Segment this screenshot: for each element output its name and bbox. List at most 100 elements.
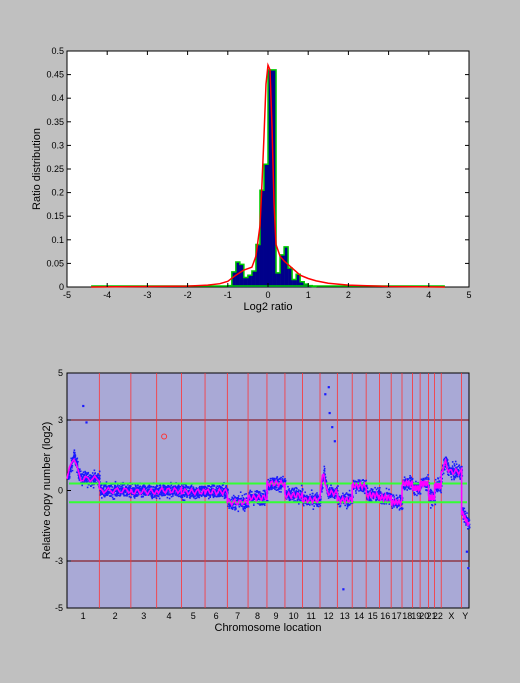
data-point (434, 478, 437, 481)
data-point (298, 503, 300, 505)
y-tick-label: 0.1 (51, 235, 64, 245)
data-point (119, 493, 122, 496)
data-point (176, 487, 178, 490)
chromosome-label: 2 (113, 611, 118, 621)
data-point (74, 452, 76, 454)
data-point (135, 485, 137, 488)
chromosome-label: 22 (433, 611, 443, 621)
data-point (341, 495, 343, 497)
smoothed-line (66, 457, 470, 527)
data-point (88, 481, 91, 483)
data-point (195, 497, 198, 499)
data-point (430, 490, 433, 492)
data-point (379, 492, 382, 494)
data-point (137, 484, 139, 486)
data-point (137, 487, 139, 490)
data-point (230, 498, 233, 501)
outlier-point (467, 567, 470, 570)
data-point (97, 483, 99, 486)
data-point (98, 476, 101, 479)
data-point (231, 504, 234, 507)
data-point (119, 494, 122, 497)
data-point (203, 487, 205, 489)
data-point (100, 487, 102, 489)
data-point (94, 472, 96, 474)
data-point (91, 476, 93, 479)
data-point (179, 495, 182, 498)
data-point (456, 473, 459, 476)
data-point (188, 487, 191, 490)
data-point (177, 489, 179, 491)
data-point (466, 512, 468, 514)
data-point (76, 463, 79, 465)
data-point (250, 494, 252, 496)
data-point (406, 478, 409, 481)
data-point (79, 470, 82, 472)
data-point (99, 474, 101, 477)
data-point (227, 489, 229, 491)
data-point (156, 485, 159, 487)
data-point (159, 493, 162, 496)
data-point (302, 503, 305, 505)
data-point (272, 478, 274, 480)
data-point (454, 468, 456, 470)
data-point (291, 498, 293, 501)
data-point (281, 478, 284, 480)
data-point (88, 483, 90, 486)
data-point (459, 467, 461, 469)
data-point (130, 485, 132, 487)
data-point (325, 479, 327, 482)
data-point (207, 485, 209, 487)
data-point (84, 480, 86, 483)
data-point (198, 495, 200, 497)
data-point (349, 504, 351, 506)
data-point (214, 495, 216, 497)
y-tick-label: 0.35 (46, 117, 64, 127)
x-tick-label: 2 (346, 290, 351, 300)
data-point (102, 487, 105, 489)
data-point (398, 503, 400, 506)
data-point (70, 469, 72, 471)
data-point (331, 487, 334, 489)
data-point (301, 488, 304, 490)
data-point (87, 471, 90, 474)
data-point (293, 489, 295, 492)
data-point (165, 492, 168, 495)
data-point (301, 491, 303, 493)
data-point (75, 458, 78, 460)
data-point (157, 495, 160, 498)
data-point (295, 490, 298, 492)
chromosome-label: 6 (214, 611, 219, 621)
data-point (447, 464, 450, 466)
data-point (409, 487, 412, 490)
data-point (368, 496, 371, 498)
data-point (462, 507, 464, 509)
data-point (364, 480, 366, 483)
data-point (241, 499, 244, 501)
data-point (243, 505, 246, 508)
chromosome-label: 10 (289, 611, 299, 621)
data-point (395, 494, 398, 497)
data-point (84, 472, 87, 475)
chromosome-label: 4 (167, 611, 172, 621)
data-point (388, 488, 390, 491)
data-point (133, 490, 136, 493)
data-point (327, 495, 329, 497)
data-point (188, 493, 190, 496)
data-point (161, 490, 163, 492)
data-point (398, 504, 401, 507)
data-point (99, 494, 102, 496)
data-point (159, 485, 162, 487)
data-point (120, 492, 122, 495)
data-point (132, 488, 135, 490)
data-point (254, 490, 256, 493)
data-point (107, 485, 109, 488)
data-point (151, 497, 153, 500)
data-point (271, 486, 274, 489)
data-point (192, 495, 194, 498)
data-point (228, 507, 230, 509)
outlier-point (82, 404, 85, 408)
data-point (348, 493, 350, 496)
data-point (243, 493, 246, 496)
data-point (287, 495, 290, 497)
